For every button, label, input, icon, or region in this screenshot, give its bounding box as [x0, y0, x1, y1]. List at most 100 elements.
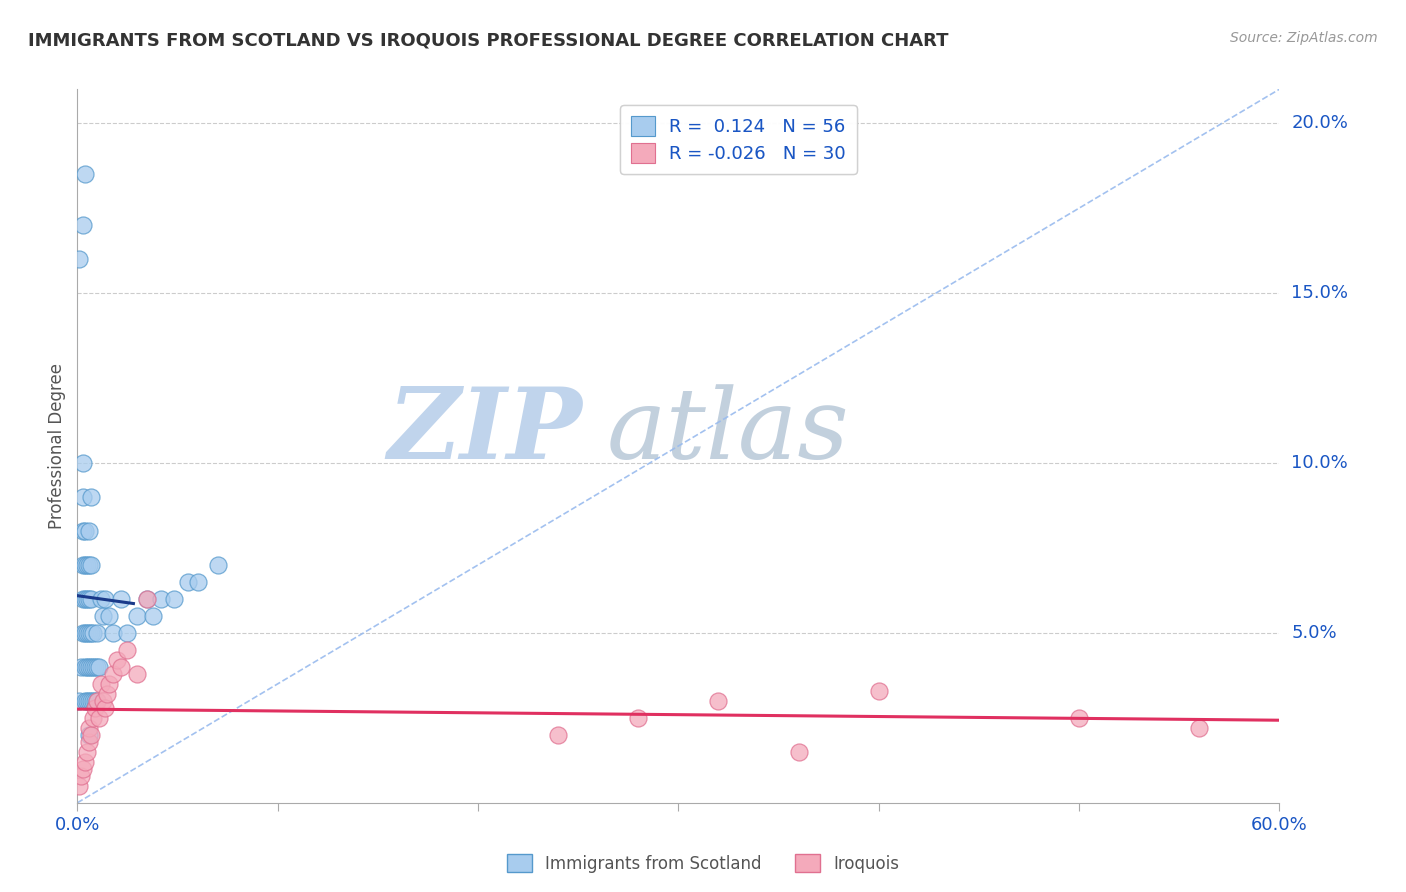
Point — [787, 745, 810, 759]
Point — [82, 694, 104, 708]
Point — [868, 683, 890, 698]
Point — [93, 694, 115, 708]
Point — [84, 700, 107, 714]
Point — [80, 694, 103, 708]
Point — [75, 591, 97, 606]
Point — [80, 490, 103, 504]
Point — [79, 524, 101, 538]
Point — [1069, 711, 1091, 725]
Point — [79, 694, 101, 708]
Point — [94, 591, 117, 606]
Point — [207, 558, 229, 572]
Point — [80, 591, 103, 606]
Point — [127, 608, 149, 623]
Point — [707, 694, 730, 708]
Point — [70, 660, 93, 674]
Point — [70, 769, 93, 783]
Point — [103, 666, 125, 681]
Point — [142, 608, 165, 623]
Point — [98, 677, 121, 691]
Point — [110, 660, 132, 674]
Point — [86, 694, 108, 708]
Point — [75, 167, 97, 181]
Point — [89, 660, 111, 674]
Point — [75, 660, 97, 674]
Point — [75, 524, 97, 538]
Point — [72, 558, 94, 572]
Point — [76, 660, 98, 674]
Point — [627, 711, 650, 725]
Point — [75, 558, 97, 572]
Point — [117, 626, 139, 640]
Point — [110, 591, 132, 606]
Point — [86, 626, 108, 640]
Point — [93, 608, 115, 623]
Point — [72, 490, 94, 504]
Text: 15.0%: 15.0% — [1292, 284, 1348, 302]
Legend: Immigrants from Scotland, Iroquois: Immigrants from Scotland, Iroquois — [501, 847, 905, 880]
Point — [82, 711, 104, 725]
Point — [162, 591, 184, 606]
Text: 5.0%: 5.0% — [1292, 624, 1337, 642]
Point — [186, 574, 209, 589]
Point — [80, 728, 103, 742]
Point — [80, 558, 103, 572]
Text: 20.0%: 20.0% — [1292, 114, 1348, 132]
Point — [76, 745, 98, 759]
Point — [98, 608, 121, 623]
Point — [76, 591, 98, 606]
Legend: R =  0.124   N = 56, R = -0.026   N = 30: R = 0.124 N = 56, R = -0.026 N = 30 — [620, 105, 856, 174]
Point — [89, 711, 111, 725]
Point — [79, 626, 101, 640]
Point — [86, 694, 108, 708]
Point — [67, 252, 90, 266]
Point — [72, 591, 94, 606]
Text: ZIP: ZIP — [387, 384, 582, 480]
Point — [76, 558, 98, 572]
Point — [75, 694, 97, 708]
Point — [76, 694, 98, 708]
Point — [72, 762, 94, 776]
Point — [72, 524, 94, 538]
Point — [67, 694, 90, 708]
Point — [136, 591, 159, 606]
Point — [79, 591, 101, 606]
Point — [82, 660, 104, 674]
Point — [80, 660, 103, 674]
Point — [82, 626, 104, 640]
Point — [127, 666, 149, 681]
Point — [176, 574, 198, 589]
Point — [90, 591, 112, 606]
Point — [75, 626, 97, 640]
Point — [86, 660, 108, 674]
Point — [547, 728, 569, 742]
Point — [67, 779, 90, 793]
Point — [79, 728, 101, 742]
Point — [79, 721, 101, 735]
Text: IMMIGRANTS FROM SCOTLAND VS IROQUOIS PROFESSIONAL DEGREE CORRELATION CHART: IMMIGRANTS FROM SCOTLAND VS IROQUOIS PRO… — [28, 31, 949, 49]
Point — [80, 626, 103, 640]
Point — [79, 660, 101, 674]
Point — [72, 218, 94, 232]
Point — [136, 591, 159, 606]
Point — [117, 643, 139, 657]
Point — [76, 626, 98, 640]
Point — [79, 734, 101, 748]
Point — [79, 558, 101, 572]
Text: atlas: atlas — [606, 384, 849, 479]
Point — [72, 626, 94, 640]
Text: 10.0%: 10.0% — [1292, 454, 1348, 472]
Point — [150, 591, 173, 606]
Point — [75, 755, 97, 769]
Point — [94, 700, 117, 714]
Point — [72, 456, 94, 470]
Point — [84, 660, 107, 674]
Point — [107, 653, 129, 667]
Point — [1188, 721, 1211, 735]
Point — [96, 687, 118, 701]
Point — [84, 694, 107, 708]
Point — [90, 677, 112, 691]
Point — [103, 626, 125, 640]
Y-axis label: Professional Degree: Professional Degree — [48, 363, 66, 529]
Text: Source: ZipAtlas.com: Source: ZipAtlas.com — [1230, 31, 1378, 45]
